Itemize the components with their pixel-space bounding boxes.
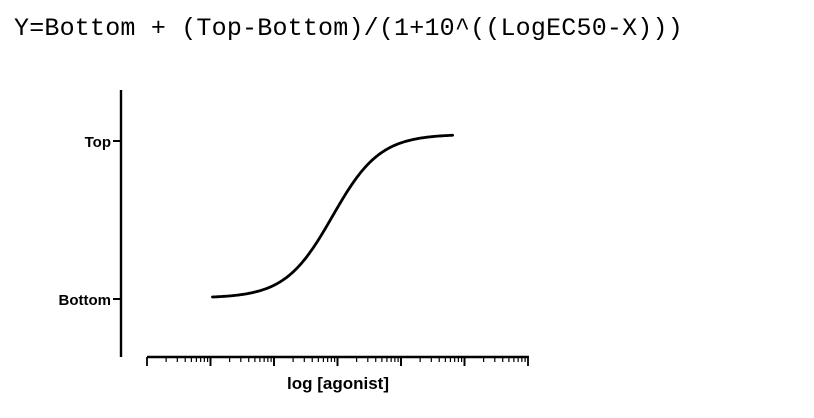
y-axis: Top Bottom [59, 90, 123, 357]
y-tick-label-top: Top [85, 134, 111, 151]
equation-text: Y=Bottom + (Top-Bottom)/(1+10^((LogEC50-… [14, 14, 683, 43]
dose-response-curve [211, 133, 454, 299]
x-axis: log [agonist] [146, 355, 529, 393]
y-tick-label-bottom: Bottom [59, 292, 112, 309]
x-axis-ticks [146, 357, 529, 366]
x-axis-label: log [agonist] [287, 374, 389, 393]
